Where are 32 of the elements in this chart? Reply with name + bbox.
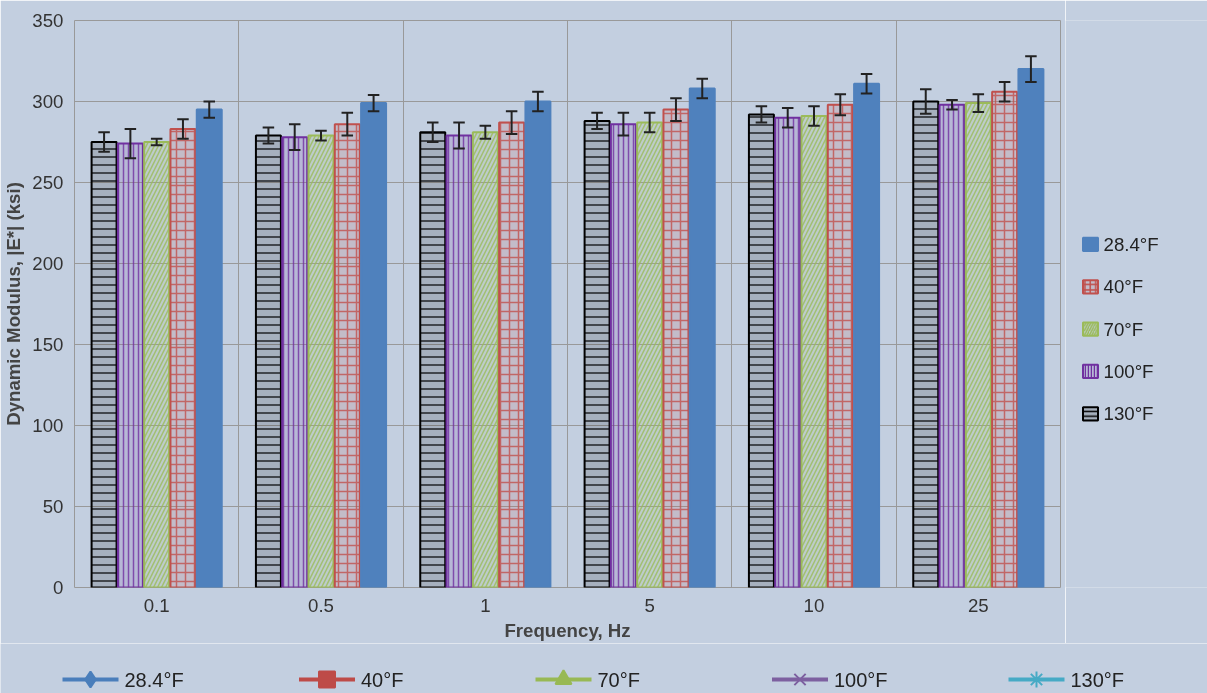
y-tick-label: 350 (32, 10, 64, 31)
y-tick-label: 300 (32, 91, 64, 112)
x-tick-label: 10 (803, 594, 825, 616)
y-tick-label: 0 (53, 577, 64, 598)
x-tick-label: 25 (967, 594, 989, 616)
legend-label: 28.4°F (124, 668, 184, 691)
legend-label: 40°F (361, 668, 404, 691)
bar (1017, 68, 1045, 588)
legend-label: 100°F (1103, 360, 1154, 382)
y-tick-label: 150 (32, 334, 64, 355)
bar (853, 82, 881, 588)
y-tick-label: 250 (32, 172, 64, 193)
legend-label: 70°F (1103, 318, 1144, 340)
legend-label: 130°F (1070, 668, 1125, 691)
legend-label: 28.4°F (1103, 233, 1159, 255)
y-axis-title: Dynamic Modulus, |E*| (ksi) (3, 182, 25, 426)
bar (360, 102, 388, 588)
legend-label: 40°F (1103, 276, 1144, 298)
x-tick-label: 0.1 (143, 594, 170, 616)
legend-label: 130°F (1103, 403, 1154, 425)
bar (195, 108, 223, 588)
bar (688, 87, 716, 588)
x-axis-title: Frequency, Hz (504, 619, 631, 641)
y-tick-label: 100 (32, 415, 64, 436)
legend-label: 100°F (834, 668, 888, 691)
x-tick-label: 5 (644, 594, 655, 616)
y-tick-label: 50 (42, 496, 64, 517)
bar (524, 100, 552, 588)
x-tick-label: 1 (480, 594, 491, 616)
y-tick-label: 200 (32, 253, 64, 274)
legend-label: 70°F (597, 668, 640, 691)
x-tick-label: 0.5 (308, 594, 334, 616)
